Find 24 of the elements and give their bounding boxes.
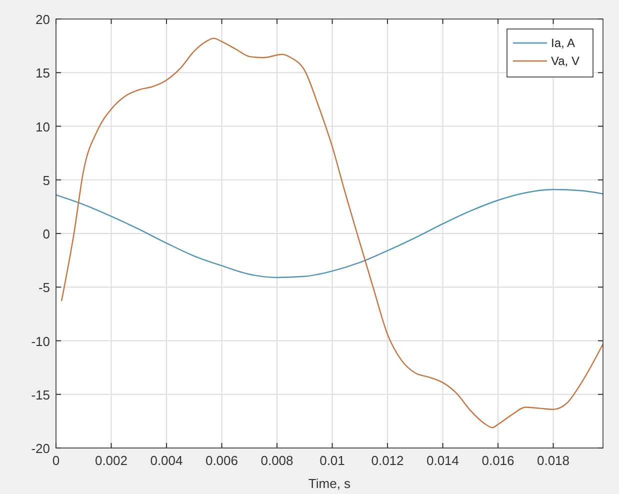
line-series xyxy=(60,38,604,428)
y-tick-label: 20 xyxy=(36,12,50,27)
x-tick-label: 0.012 xyxy=(371,453,404,468)
x-tick-label: 0.008 xyxy=(260,453,294,468)
line-series xyxy=(55,188,604,278)
y-tick-label: 5 xyxy=(42,172,50,188)
y-tick-label: -5 xyxy=(38,280,50,296)
x-tick-label: 0.002 xyxy=(94,453,128,468)
x-tick-label: 0.01 xyxy=(320,453,345,468)
y-tick-label: -10 xyxy=(31,334,50,349)
y-tick-label: -15 xyxy=(31,387,50,402)
y-tick-label: 15 xyxy=(36,66,50,81)
x-tick-label: 0.004 xyxy=(150,453,183,468)
y-tick-label: 0 xyxy=(42,226,50,242)
x-axis-title: Time, s xyxy=(308,476,352,491)
y-tick-label: 10 xyxy=(36,119,50,134)
y-tick-label: -20 xyxy=(31,441,50,456)
legend-label: Ia, A xyxy=(551,36,576,50)
x-tick-label: 0.014 xyxy=(426,453,460,468)
x-tick-label: 0.006 xyxy=(205,453,238,468)
x-tick-label: 0 xyxy=(52,453,60,468)
x-tick-label: 0.018 xyxy=(537,453,570,468)
legend-label: Va, V xyxy=(551,54,580,68)
x-tick-label: 0.016 xyxy=(482,453,514,468)
